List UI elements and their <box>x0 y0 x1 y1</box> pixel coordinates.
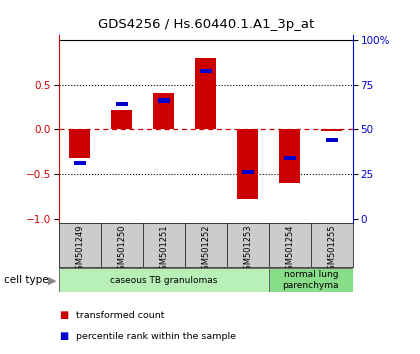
Text: percentile rank within the sample: percentile rank within the sample <box>76 332 236 341</box>
Text: normal lung
parenchyma: normal lung parenchyma <box>283 270 339 290</box>
Bar <box>200 69 212 73</box>
Bar <box>153 93 174 129</box>
Bar <box>321 129 342 131</box>
Bar <box>69 129 90 158</box>
Bar <box>116 102 128 107</box>
Text: caseous TB granulomas: caseous TB granulomas <box>110 275 218 285</box>
Text: ■: ■ <box>59 310 68 320</box>
Title: GDS4256 / Hs.60440.1.A1_3p_at: GDS4256 / Hs.60440.1.A1_3p_at <box>98 18 314 32</box>
Bar <box>242 170 254 174</box>
Bar <box>279 129 300 183</box>
Bar <box>111 109 132 129</box>
Bar <box>269 268 353 292</box>
Text: GSM501253: GSM501253 <box>243 224 252 275</box>
Text: GSM501254: GSM501254 <box>285 224 294 275</box>
Text: GSM501252: GSM501252 <box>201 224 210 275</box>
Bar <box>237 129 258 199</box>
Bar <box>195 58 216 129</box>
Text: cell type: cell type <box>4 275 49 285</box>
Text: ■: ■ <box>59 331 68 341</box>
Bar <box>74 161 86 165</box>
Text: GSM501250: GSM501250 <box>117 224 126 275</box>
Text: GSM501255: GSM501255 <box>327 224 336 275</box>
Bar <box>284 155 296 160</box>
Text: ▶: ▶ <box>48 276 57 286</box>
Text: transformed count: transformed count <box>76 310 164 320</box>
Bar <box>59 268 269 292</box>
Text: GSM501249: GSM501249 <box>75 224 84 275</box>
Text: GSM501251: GSM501251 <box>159 224 168 275</box>
Bar <box>326 138 338 142</box>
Bar <box>158 98 170 103</box>
